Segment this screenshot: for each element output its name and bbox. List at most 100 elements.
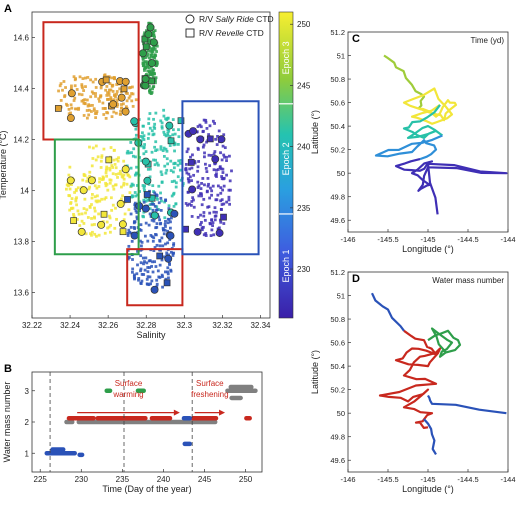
ts-point	[145, 62, 149, 66]
ts-point	[101, 107, 105, 110]
ts-point	[93, 232, 97, 236]
ts-point	[68, 165, 72, 169]
ts-point	[206, 184, 210, 188]
ts-point	[140, 159, 144, 163]
ts-point	[210, 228, 214, 232]
ts-point	[192, 205, 196, 209]
ts-point	[96, 199, 100, 203]
ts-point	[129, 231, 133, 235]
ts-point	[195, 130, 199, 134]
ts-point	[206, 205, 210, 209]
ts-point	[157, 184, 161, 188]
ts-point	[161, 244, 165, 248]
ts-point	[150, 279, 154, 283]
ts-point	[216, 134, 219, 138]
ts-point	[118, 170, 122, 173]
ts-point	[169, 159, 173, 163]
ts-point	[127, 244, 131, 248]
legend-label: R/V Sally Ride CTD	[199, 14, 274, 24]
ts-point	[134, 98, 138, 102]
ts-point	[96, 194, 99, 198]
ts-point	[116, 159, 120, 163]
ctd-circle-marker	[130, 231, 139, 240]
ts-point	[199, 213, 202, 217]
ts-point	[215, 172, 218, 176]
ts-point	[219, 151, 222, 155]
ts-point	[230, 169, 233, 173]
ts-point	[67, 112, 71, 116]
ctd-square-marker	[220, 213, 227, 221]
ts-point	[211, 224, 214, 228]
ts-point	[130, 99, 134, 103]
ts-point	[149, 53, 153, 57]
x-axis-label: Longitude (°)	[402, 484, 454, 494]
ts-point	[103, 73, 107, 77]
ctd-circle-marker	[196, 135, 205, 144]
ts-point	[184, 168, 187, 171]
legend-circle-marker	[185, 14, 195, 24]
x-tick-label: 230	[75, 475, 89, 484]
ts-point	[85, 179, 89, 183]
ts-point	[164, 134, 168, 138]
ts-point	[163, 200, 167, 204]
ts-point	[91, 157, 95, 160]
ts-point	[145, 73, 148, 76]
ts-point	[158, 244, 162, 248]
ctd-square-marker	[102, 76, 110, 84]
ts-point	[125, 99, 129, 103]
ts-point	[107, 91, 111, 95]
ts-point	[221, 188, 225, 192]
ts-point	[144, 199, 148, 203]
ts-point	[173, 149, 176, 153]
ctd-circle-marker	[164, 254, 173, 263]
ts-point	[90, 90, 94, 94]
ts-point	[192, 198, 195, 202]
ctd-square-marker	[54, 105, 62, 112]
ts-point	[93, 223, 96, 226]
ts-point	[158, 263, 162, 267]
ts-point	[108, 166, 111, 170]
ts-point	[122, 181, 126, 185]
ts-point	[153, 35, 156, 39]
ctd-circle-marker	[193, 227, 202, 236]
ts-point	[131, 267, 135, 271]
ts-point	[127, 151, 131, 155]
y-tick-label: 50.4	[330, 122, 345, 131]
ts-point	[167, 204, 171, 208]
ts-point	[123, 212, 127, 216]
ts-point	[129, 166, 133, 170]
ts-point	[190, 200, 194, 203]
ts-point	[120, 103, 123, 106]
ts-point	[174, 181, 178, 185]
ts-point	[100, 155, 104, 159]
ts-point	[160, 121, 164, 125]
ctd-circle-marker	[139, 49, 147, 58]
y-tick-label: 14.2	[13, 136, 29, 145]
ctd-circle-marker	[109, 100, 118, 109]
ts-point	[78, 224, 82, 227]
ctd-circle-marker	[149, 38, 158, 47]
ts-point	[171, 170, 175, 174]
ts-point	[154, 233, 158, 237]
ctd-circle-marker	[166, 231, 175, 240]
ts-point	[148, 85, 151, 88]
colorbar-tick-label: 245	[297, 81, 311, 90]
ts-point	[148, 175, 152, 179]
ts-point	[115, 83, 119, 86]
ts-point	[94, 77, 98, 81]
ts-point	[73, 107, 77, 111]
y-tick-label: 49.6	[330, 456, 345, 465]
ts-point	[160, 199, 163, 203]
ts-point	[221, 171, 225, 174]
ts-point	[67, 107, 71, 111]
ts-point	[148, 266, 151, 269]
x-tick-label: -145	[420, 475, 435, 484]
ts-point	[65, 183, 69, 187]
ts-point	[162, 146, 166, 150]
ts-point	[97, 212, 101, 216]
ts-point	[110, 84, 114, 87]
ts-point	[75, 203, 79, 207]
ts-point	[116, 176, 119, 179]
ts-point	[216, 227, 220, 231]
ts-point	[197, 184, 201, 188]
